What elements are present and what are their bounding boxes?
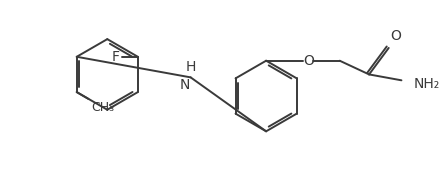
- Text: F: F: [111, 50, 119, 64]
- Text: NH₂: NH₂: [413, 77, 440, 91]
- Text: CH₃: CH₃: [91, 101, 114, 114]
- Text: O: O: [303, 54, 314, 68]
- Text: N: N: [179, 78, 190, 92]
- Text: H: H: [186, 60, 196, 74]
- Text: O: O: [391, 29, 401, 43]
